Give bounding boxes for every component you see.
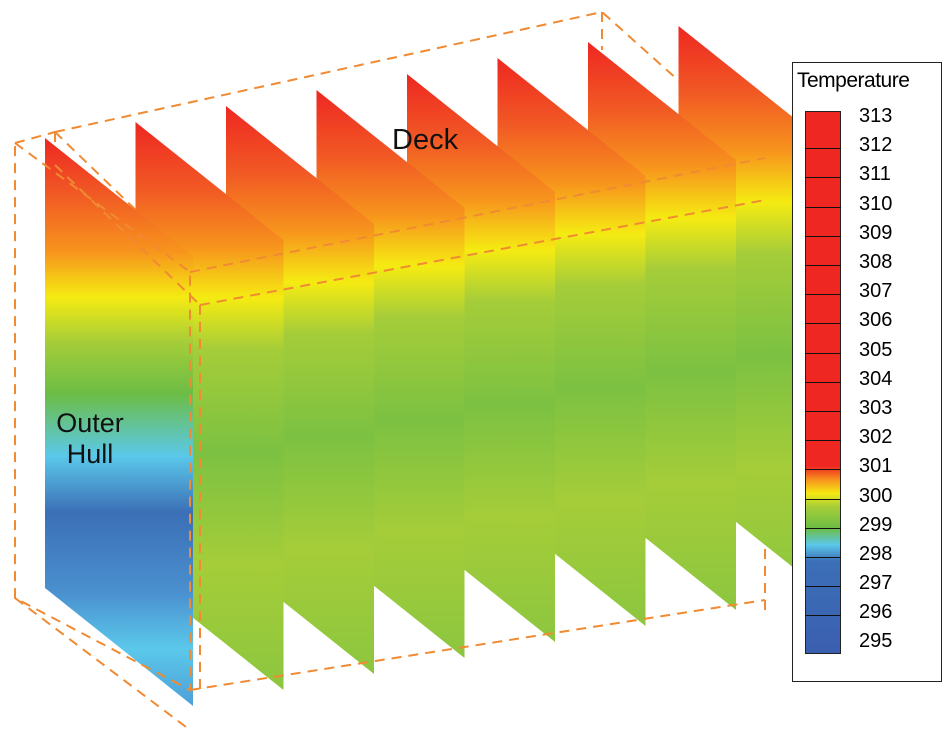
plates-group (45, 26, 827, 706)
legend-tick-line (805, 206, 841, 208)
outer-hull-label: Outer Hull (40, 408, 140, 470)
legend-tick-line (805, 381, 841, 383)
legend-tick-line (805, 527, 841, 529)
legend-tick-line (805, 586, 841, 588)
legend-tick-label: 311 (859, 163, 891, 186)
legend-tick-label: 307 (859, 280, 893, 303)
legend-tick-line (805, 352, 841, 354)
deck-label: Deck (392, 124, 459, 156)
outer-hull-label-line2: Hull (66, 439, 114, 469)
legend-title: Temperature (797, 69, 910, 92)
legend-tick-label: 313 (859, 105, 893, 127)
outer-hull-label-line1: Outer (56, 408, 124, 438)
legend-tick-label: 299 (859, 513, 893, 536)
legend-tick-label: 298 (859, 542, 893, 565)
legend-tick-line (805, 148, 841, 150)
legend-tick-label: 302 (859, 426, 893, 449)
legend-tick-label: 308 (859, 250, 893, 273)
legend-tick-label: 295 (859, 630, 893, 653)
legend-tick-line (805, 264, 841, 266)
legend-tick-line (805, 556, 841, 558)
legend-tick-line (805, 498, 841, 500)
legend-tick-label: 304 (859, 367, 893, 390)
legend-tick-line (805, 615, 841, 617)
legend-tick-label: 306 (859, 309, 893, 332)
legend-tick-line (805, 469, 841, 471)
legend-tick-line (805, 410, 841, 412)
legend-tick-label: 300 (859, 484, 893, 507)
outer-hull-plate (45, 138, 193, 706)
legend-tick-line (805, 323, 841, 325)
legend-tick-label: 297 (859, 572, 893, 595)
legend-tick-label: 301 (859, 455, 893, 478)
temperature-legend: Temperature 313 312 311 310 309 308 307 306 305 3… (792, 62, 942, 682)
legend-tick-label: 312 (859, 134, 893, 157)
legend-tick-label: 305 (859, 338, 893, 361)
legend-tick-line (805, 294, 841, 296)
legend-tick-label: 309 (859, 221, 893, 244)
legend-tick-line (805, 440, 841, 442)
legend-tick-line (805, 235, 841, 237)
legend-tick-label: 310 (859, 192, 893, 215)
legend-tick-label: 296 (859, 601, 893, 624)
front-box-outline (14, 131, 766, 731)
legend-tick-label: 303 (859, 396, 893, 419)
legend-tick-line (805, 177, 841, 179)
